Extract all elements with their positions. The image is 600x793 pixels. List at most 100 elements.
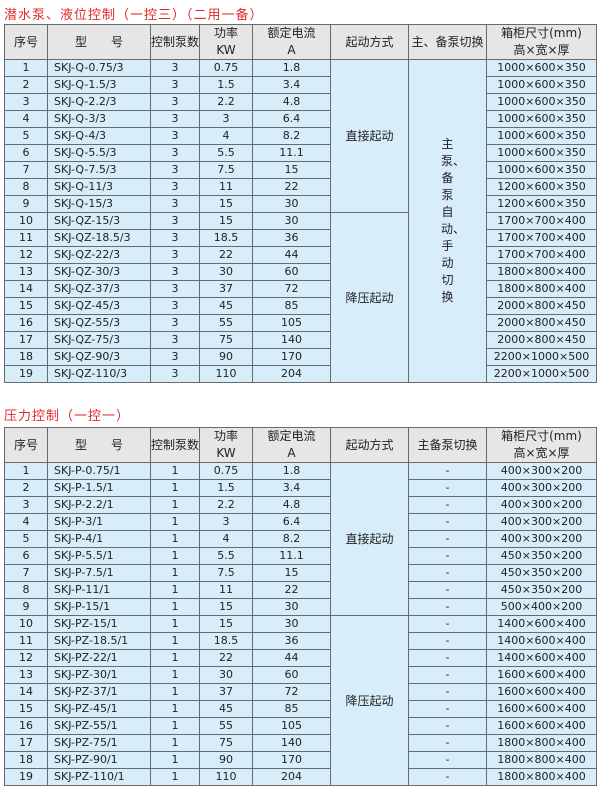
- cell-size: 1000×600×350: [486, 110, 597, 128]
- cell-current: 60: [252, 263, 331, 281]
- cell-switch: -: [408, 700, 487, 718]
- cell-current: 105: [252, 717, 331, 735]
- cell-no: 18: [4, 751, 48, 769]
- cell-power: 22: [199, 649, 253, 667]
- cell-power: 4: [199, 127, 253, 145]
- col-switch: 主备泵切换: [408, 427, 487, 463]
- current-label: 额定电流: [267, 26, 316, 40]
- power-unit: KW: [216, 43, 236, 57]
- cell-pumps: 3: [150, 110, 200, 128]
- cell-current: 170: [252, 348, 331, 366]
- cell-size: 1000×600×350: [486, 161, 597, 179]
- cell-size: 1200×600×350: [486, 195, 597, 213]
- cell-model: SKJ-Q-1.5/3: [47, 76, 151, 94]
- cell-current: 4.8: [252, 496, 331, 514]
- cell-current: 1.8: [252, 462, 331, 480]
- cell-pumps: 1: [150, 581, 200, 599]
- cell-pumps: 1: [150, 615, 200, 633]
- cell-pumps: 1: [150, 734, 200, 752]
- cell-size: 400×300×200: [486, 513, 597, 531]
- cell-no: 3: [4, 93, 48, 111]
- cell-current: 204: [252, 768, 331, 786]
- power-unit: KW: [216, 446, 236, 460]
- table-row: 3 SKJ-Q-2.2/3 3 2.2 4.8 1000×600×350: [4, 93, 597, 111]
- cell-current: 44: [252, 246, 331, 264]
- power-label: 功率: [213, 26, 238, 40]
- cell-pumps: 1: [150, 649, 200, 667]
- cell-pumps: 1: [150, 479, 200, 497]
- size-sub: 高×宽×厚: [513, 446, 570, 460]
- cell-no: 9: [4, 195, 48, 213]
- cell-size: 1200×600×350: [486, 178, 597, 196]
- cell-size: 2200×1000×500: [486, 365, 597, 383]
- cell-power: 3: [199, 513, 253, 531]
- cell-current: 1.8: [252, 59, 331, 77]
- cell-power: 2.2: [199, 496, 253, 514]
- col-pumps: 控制泵数: [150, 24, 200, 60]
- cell-current: 85: [252, 700, 331, 718]
- cell-model: SKJ-Q-11/3: [47, 178, 151, 196]
- cell-current: 6.4: [252, 110, 331, 128]
- cell-size: 450×350×200: [486, 547, 597, 565]
- cell-power: 75: [199, 331, 253, 349]
- cell-pumps: 1: [150, 564, 200, 582]
- cell-pumps: 1: [150, 666, 200, 684]
- table-row: 14 SKJ-PZ-37/1 1 37 72 -1600×600×400: [4, 683, 597, 701]
- power-label: 功率: [213, 429, 238, 443]
- col-model: 型 号: [47, 24, 151, 60]
- cell-start-reduced: 降压起动: [330, 212, 409, 383]
- cell-pumps: 3: [150, 365, 200, 383]
- cell-no: 8: [4, 581, 48, 599]
- cell-current: 30: [252, 195, 331, 213]
- cell-power: 15: [199, 598, 253, 616]
- cell-power: 37: [199, 280, 253, 298]
- cell-model: SKJ-Q-0.75/3: [47, 59, 151, 77]
- cell-current: 36: [252, 229, 331, 247]
- cell-pumps: 1: [150, 547, 200, 565]
- cell-size: 1000×600×350: [486, 59, 597, 77]
- cell-switch: -: [408, 496, 487, 514]
- cell-start-direct: 直接起动: [330, 462, 409, 616]
- cell-no: 19: [4, 365, 48, 383]
- cell-model: SKJ-QZ-18.5/3: [47, 229, 151, 247]
- col-switch: 主、备泵切换: [408, 24, 487, 60]
- cell-switch: -: [408, 768, 487, 786]
- submersible-pump-table: 序号型 号控制泵数 功率 KW 额定电流 A 起动方式 主、备泵切换 箱柜尺寸(mm) 高×宽×…: [4, 24, 597, 383]
- cell-pumps: 1: [150, 632, 200, 650]
- cell-size: 450×350×200: [486, 564, 597, 582]
- cell-current: 6.4: [252, 513, 331, 531]
- cell-switch: -: [408, 751, 487, 769]
- cell-no: 1: [4, 462, 48, 480]
- cell-power: 15: [199, 615, 253, 633]
- cell-pumps: 1: [150, 598, 200, 616]
- cell-current: 72: [252, 280, 331, 298]
- table-row: 8 SKJ-Q-11/3 3 11 22 1200×600×350: [4, 178, 597, 196]
- cell-model: SKJ-QZ-90/3: [47, 348, 151, 366]
- size-label: 箱柜尺寸(mm): [501, 26, 582, 40]
- cell-no: 10: [4, 212, 48, 230]
- cell-model: SKJ-PZ-110/1: [47, 768, 151, 786]
- switch-text: 主泵、备泵自动、手动切换: [441, 137, 466, 304]
- table-row: 17 SKJ-PZ-75/1 1 75 140 -1800×800×400: [4, 734, 597, 752]
- cell-switch: -: [408, 547, 487, 565]
- cell-current: 140: [252, 331, 331, 349]
- cell-no: 18: [4, 348, 48, 366]
- cell-pumps: 1: [150, 768, 200, 786]
- cell-power: 11: [199, 178, 253, 196]
- cell-size: 2000×800×450: [486, 297, 597, 315]
- col-pumps: 控制泵数: [150, 427, 200, 463]
- cell-current: 22: [252, 178, 331, 196]
- cell-no: 14: [4, 683, 48, 701]
- col-size: 箱柜尺寸(mm) 高×宽×厚: [486, 427, 597, 463]
- cell-pumps: 3: [150, 314, 200, 332]
- table-row: 1 SKJ-Q-0.75/3 3 0.75 1.8 直接起动 主泵、备泵自动、手动切换 100…: [4, 59, 597, 383]
- table-row: 4 SKJ-Q-3/3 3 3 6.4 1000×600×350: [4, 110, 597, 128]
- table1-title: 潜水泵、液位控制（一控三）（二用一备）: [4, 8, 264, 23]
- table2-title: 压力控制（一控一）: [4, 409, 131, 424]
- cell-no: 15: [4, 700, 48, 718]
- cell-model: SKJ-P-7.5/1: [47, 564, 151, 582]
- col-current: 额定电流 A: [252, 427, 331, 463]
- cell-switch: -: [408, 564, 487, 582]
- cell-no: 12: [4, 246, 48, 264]
- col-no: 序号: [4, 427, 48, 463]
